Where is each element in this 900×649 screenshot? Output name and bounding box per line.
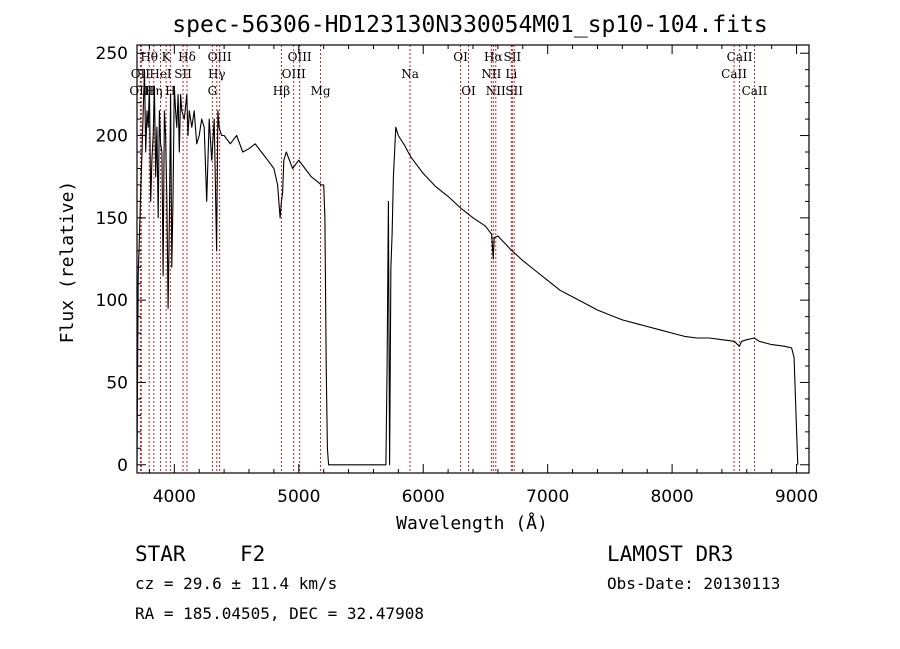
x-tick-label: 7000 xyxy=(526,487,569,507)
line-label: Li xyxy=(505,67,517,81)
x-tick-label: 9000 xyxy=(775,487,818,507)
line-label: Mg xyxy=(311,84,331,98)
x-tick-label: 5000 xyxy=(277,487,320,507)
line-label: OIII xyxy=(129,84,153,98)
x-axis: 4000 5000 6000 7000 8000 9000 xyxy=(148,45,818,507)
line-label: SII xyxy=(174,67,192,81)
spectral-line-markers xyxy=(139,45,755,473)
line-label: H xyxy=(165,84,175,98)
y-tick-label: 150 xyxy=(96,209,128,229)
line-label: OIII xyxy=(208,50,232,64)
spectral-line-labels: OIIOIIIHθHηHeIKHSIIHδGHγOIIIHβOIIIOIIIMg… xyxy=(129,50,767,98)
line-label: K xyxy=(162,50,172,64)
line-label: Hγ xyxy=(208,67,226,81)
line-label: Na xyxy=(401,67,419,81)
y-tick-label: 200 xyxy=(96,127,128,147)
x-tick-label: 4000 xyxy=(153,487,196,507)
x-tick-label: 6000 xyxy=(402,487,445,507)
y-tick-label: 100 xyxy=(96,291,128,311)
y-tick-label: 50 xyxy=(106,373,128,393)
object-class: STAR xyxy=(135,542,186,566)
line-label: NII xyxy=(481,67,501,81)
line-label: OI xyxy=(461,84,476,98)
coordinates: RA = 185.04505, DEC = 32.47908 xyxy=(135,604,424,623)
line-label: OII xyxy=(131,67,151,81)
line-label: Hθ xyxy=(140,50,158,64)
y-tick-label: 250 xyxy=(96,44,128,64)
line-label: CaII xyxy=(727,50,753,64)
line-label: OIII xyxy=(288,50,312,64)
y-axis: 0 50 100 150 200 250 xyxy=(96,44,809,476)
redshift-value: cz = 29.6 ± 11.4 km/s xyxy=(135,574,337,593)
line-label: OIII xyxy=(282,67,306,81)
line-label: SII xyxy=(505,84,523,98)
line-label: G xyxy=(208,84,218,98)
y-tick-label: 0 xyxy=(117,456,128,476)
line-label: Hβ xyxy=(273,84,290,98)
plot-frame xyxy=(136,44,810,474)
line-label: SII xyxy=(503,50,521,64)
chart-title: spec-56306-HD123130N330054M01_sp10-104.f… xyxy=(172,12,767,38)
y-axis-label: Flux (relative) xyxy=(57,181,78,344)
x-axis-label: Wavelength (Å) xyxy=(396,512,548,534)
line-label: Hα xyxy=(484,50,503,64)
line-label: Hδ xyxy=(178,50,196,64)
line-label: CaII xyxy=(742,84,768,98)
survey-name: LAMOST DR3 xyxy=(607,542,733,566)
line-label: HeI xyxy=(149,67,172,81)
line-label: CaII xyxy=(721,67,747,81)
object-subclass: F2 xyxy=(240,542,265,566)
line-label: NII xyxy=(486,84,506,98)
line-label: OI xyxy=(453,50,468,64)
x-tick-label: 8000 xyxy=(650,487,693,507)
spectrum-line xyxy=(136,69,799,466)
observation-date: Obs-Date: 20130113 xyxy=(607,574,780,593)
